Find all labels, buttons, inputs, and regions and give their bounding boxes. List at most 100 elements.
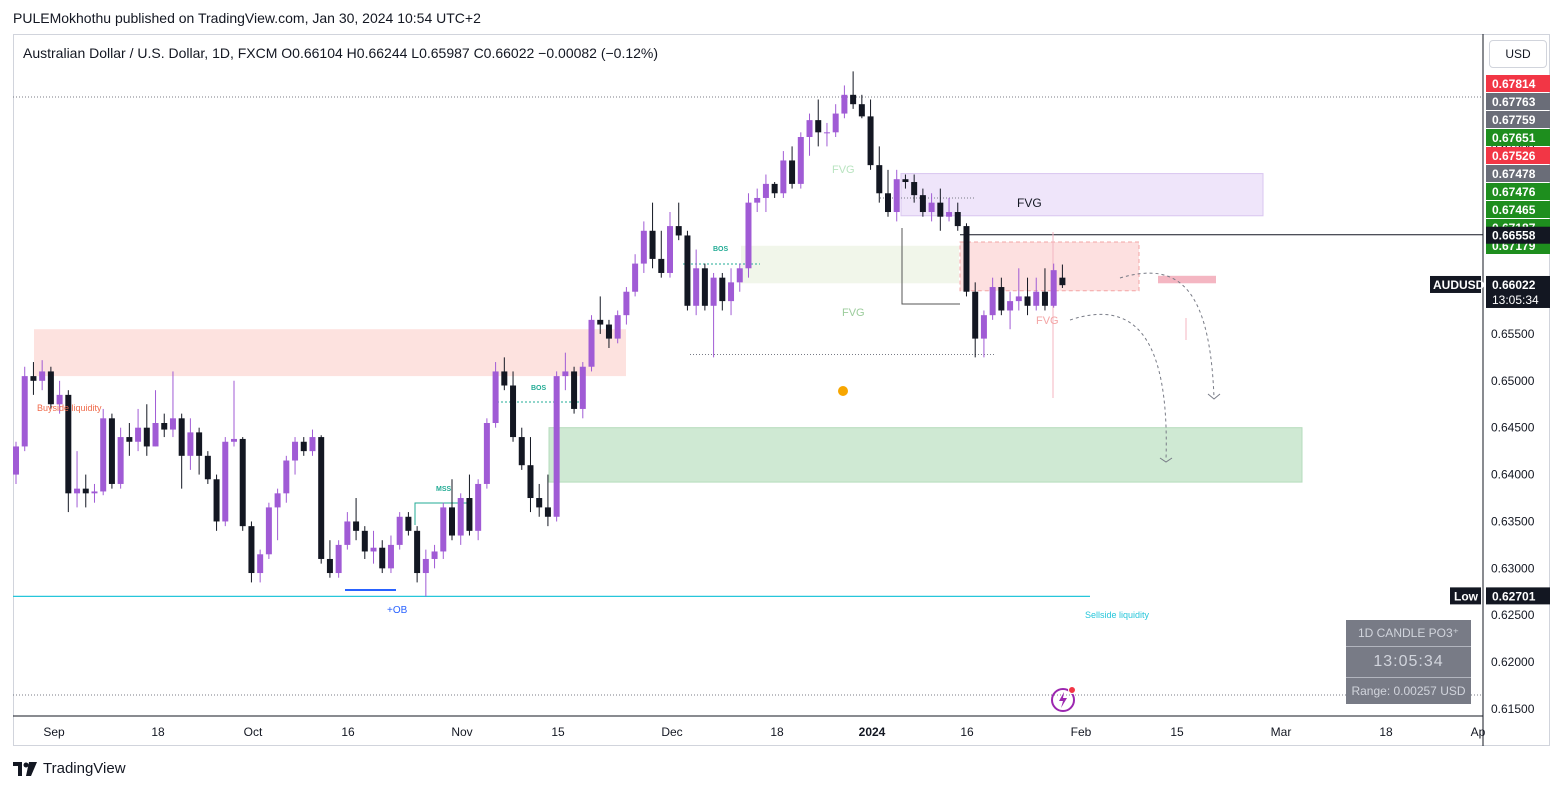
candle-body bbox=[187, 432, 194, 456]
candle-body bbox=[178, 418, 185, 456]
y-tick-label: 0.61500 bbox=[1491, 702, 1535, 716]
price-label-box bbox=[1486, 226, 1550, 244]
price-label-box bbox=[1486, 201, 1550, 218]
candle-body bbox=[553, 376, 560, 517]
candle-body bbox=[797, 137, 804, 184]
projection-arrows bbox=[1069, 272, 1221, 463]
candle-body bbox=[832, 113, 839, 133]
candle-body bbox=[457, 498, 464, 536]
current-countdown-text: 13:05:34 bbox=[1492, 293, 1539, 307]
tradingview-brand: TradingView bbox=[43, 760, 126, 777]
y-tick-label: 0.65500 bbox=[1491, 327, 1535, 341]
low-label-text: Low bbox=[1454, 589, 1479, 603]
price-label-box bbox=[1486, 183, 1550, 200]
fvg-mid-zone bbox=[741, 245, 959, 284]
x-tick-label: 18 bbox=[151, 725, 165, 739]
candle-body bbox=[117, 437, 124, 484]
y-tick-label: 0.62000 bbox=[1491, 655, 1535, 669]
candle-body bbox=[396, 516, 403, 545]
candle-body bbox=[449, 507, 455, 536]
x-tick-label: Dec bbox=[661, 725, 682, 739]
candle-body bbox=[1024, 296, 1031, 306]
candle-body bbox=[640, 230, 647, 264]
candle-body bbox=[126, 437, 133, 442]
fvg-red-label: FVG bbox=[1036, 315, 1059, 327]
candle-body bbox=[701, 268, 708, 306]
candle-body bbox=[309, 437, 316, 452]
coin-icon bbox=[838, 386, 848, 396]
fvg-mid-label: FVG bbox=[842, 307, 865, 319]
candle-body bbox=[536, 498, 543, 508]
candle-body bbox=[771, 183, 778, 194]
range-bracket-line bbox=[901, 228, 960, 305]
price-label-box bbox=[1486, 75, 1550, 92]
candle-body bbox=[902, 179, 909, 183]
price-label-box bbox=[1486, 165, 1550, 182]
candle-body bbox=[30, 376, 37, 381]
price-label-text: 0.67476 bbox=[1492, 185, 1536, 199]
candle-body bbox=[74, 488, 81, 494]
candle-table-countdown: 13:05:34 bbox=[1346, 647, 1471, 678]
candle-body bbox=[196, 432, 203, 456]
candle-body bbox=[370, 547, 377, 552]
candle-body bbox=[867, 116, 874, 166]
candle-body bbox=[222, 441, 229, 522]
candle-body bbox=[658, 258, 665, 273]
candle-body bbox=[47, 371, 54, 405]
candle-body bbox=[736, 268, 743, 283]
bos1-label: BOS bbox=[531, 385, 547, 392]
y-tick-label: 0.63500 bbox=[1491, 514, 1535, 528]
candle-body bbox=[414, 530, 421, 574]
ob-label: +OB bbox=[387, 605, 408, 616]
bos2-label: BOS bbox=[713, 246, 729, 253]
x-tick-label: 15 bbox=[551, 725, 565, 739]
price-labels: 0.67814 0.67763 0.67759 0.67651 0.67526 0.674… bbox=[1430, 75, 1550, 605]
projection-arrow-1 bbox=[1069, 313, 1167, 461]
candle-body bbox=[632, 263, 639, 292]
y-tick-label: 0.65000 bbox=[1491, 374, 1535, 388]
candle-body bbox=[39, 371, 46, 381]
candle-body bbox=[387, 544, 394, 569]
currency-button[interactable]: USD bbox=[1489, 40, 1547, 68]
current-symbol-text: AUDUSD bbox=[1433, 278, 1485, 292]
candle-body bbox=[361, 530, 368, 552]
y-tick-label: 0.63000 bbox=[1491, 561, 1535, 575]
candle-body bbox=[143, 427, 150, 447]
symbol-legend: Australian Dollar / U.S. Dollar, 1D, FXC… bbox=[23, 45, 659, 61]
price-label-box bbox=[1486, 147, 1550, 164]
candle-body bbox=[667, 226, 673, 273]
zones bbox=[34, 173, 1303, 483]
x-tick-label: 18 bbox=[1379, 725, 1393, 739]
current-symbol-box bbox=[1430, 275, 1481, 293]
candle-body bbox=[379, 547, 386, 569]
demand-zone bbox=[548, 427, 1303, 483]
price-label-text: 0.67465 bbox=[1492, 203, 1536, 217]
x-tick-label: Sep bbox=[43, 725, 65, 739]
candle-body bbox=[745, 202, 752, 269]
candle-body bbox=[152, 423, 159, 447]
x-tick-label: Nov bbox=[451, 725, 472, 739]
candle-body bbox=[998, 287, 1005, 311]
low-price-text: 0.62701 bbox=[1492, 589, 1536, 603]
y-tick-label: 0.62500 bbox=[1491, 608, 1535, 622]
candle-body bbox=[431, 551, 438, 559]
candle-body bbox=[335, 544, 342, 574]
candles bbox=[13, 71, 1066, 597]
candle-body bbox=[326, 558, 333, 574]
candle-body bbox=[527, 465, 534, 499]
alert-icon[interactable] bbox=[1049, 685, 1077, 713]
candle-body bbox=[684, 235, 691, 306]
candle-body bbox=[649, 230, 656, 259]
candle-body bbox=[762, 183, 769, 198]
time-axis: Sep 18 Oct 16 Nov 15 Dec 18 2024 16 Feb 15 Mar 18 Ap bbox=[13, 715, 1486, 739]
candle-body bbox=[483, 423, 490, 484]
candle-body bbox=[1015, 296, 1022, 302]
candle-body bbox=[21, 376, 28, 447]
candle-body bbox=[893, 179, 900, 213]
candle-body bbox=[693, 268, 700, 306]
tradingview-logo[interactable]: TradingView bbox=[13, 760, 126, 777]
target-zone bbox=[1158, 275, 1216, 284]
candle-body bbox=[231, 438, 237, 442]
candle-body bbox=[876, 165, 883, 194]
